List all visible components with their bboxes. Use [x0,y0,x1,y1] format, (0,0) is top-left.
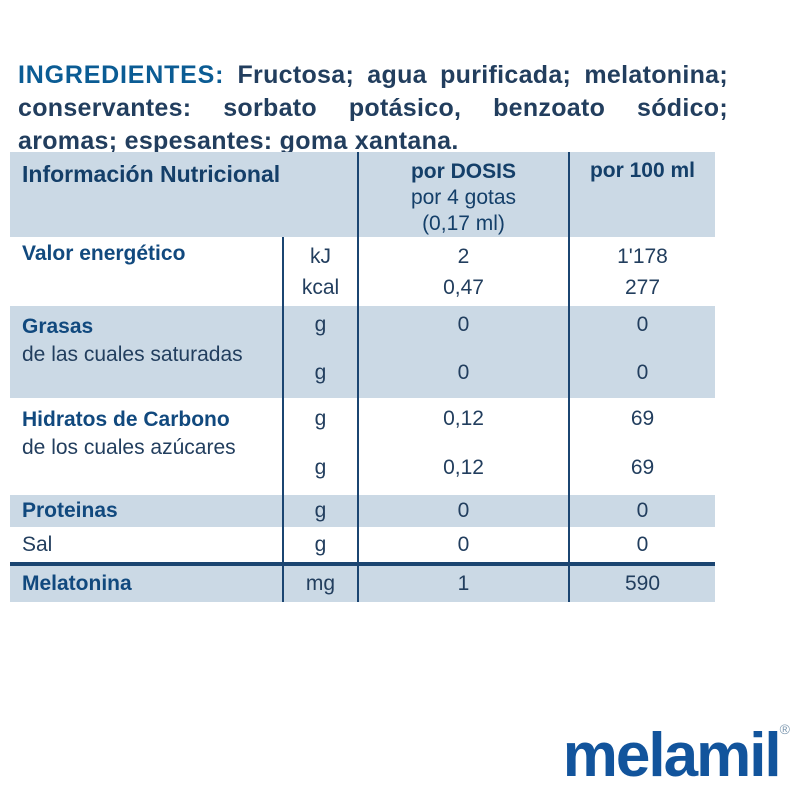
table-row-protein: Proteinas g 0 0 [10,495,715,527]
dose-value: 0,12 [443,407,484,430]
dose-cell: 0 [357,527,568,562]
unit-value: kcal [301,275,340,299]
dose-cell: 2 0,47 [357,237,568,306]
registered-mark: ® [779,721,790,737]
dose-value: 0,47 [443,275,484,299]
per100-value: 0 [636,313,649,336]
table-row-salt: Sal g 0 0 [10,527,715,562]
unit-cell: g g [282,398,357,495]
per100-value: 277 [624,275,661,299]
ingredients-text: Fructosa; agua purificada; melatonina; c… [18,61,728,155]
header-col-per100: por 100 ml [568,152,715,237]
row-sublabel: de los cuales azúcares [22,436,236,459]
row-label: Valor energético [22,242,186,265]
per100-cell: 1'178 277 [568,237,715,306]
per100-value: 69 [630,407,655,430]
unit-value: g [314,361,327,384]
row-label: Proteinas [22,499,118,522]
per100-value: 0 [636,361,649,384]
table-row-fat: Grasas de las cuales saturadas g g 0 0 0… [10,306,715,398]
header-dose-line1: por DOSIS [410,160,516,183]
row-label: Melatonina [22,572,132,595]
brand-logo-text: melamil [562,721,782,790]
unit-value: g [314,313,327,336]
row-label-cell: Grasas de las cuales saturadas [10,306,282,398]
table-header: Información Nutricional por DOSIS por 4 … [10,152,715,237]
dose-value: 0 [457,313,470,336]
per100-value: 590 [624,572,661,595]
per100-value: 0 [636,532,649,556]
unit-value: mg [305,572,336,595]
dose-cell: 1 [357,566,568,602]
dose-value: 2 [457,244,470,268]
header-dose-line2: por 4 gotas [410,186,517,209]
dose-cell: 0,12 0,12 [357,398,568,495]
dose-cell: 0 0 [357,306,568,398]
brand-logo: melamil® [563,694,790,791]
per100-value: 1'178 [617,244,668,268]
row-label-cell: Sal [10,527,282,562]
dose-value: 0 [457,532,470,556]
unit-value: kJ [310,244,331,268]
unit-cell: g [282,495,357,527]
row-sublabel: de las cuales saturadas [22,343,243,366]
unit-value: g [314,456,327,479]
unit-cell: g g [282,306,357,398]
header-col-info: Información Nutricional [22,161,281,187]
dose-value: 0 [457,361,470,384]
table-row-carbs: Hidratos de Carbono de los cuales azúcar… [10,398,715,495]
unit-value: g [314,499,327,522]
dose-cell: 0 [357,495,568,527]
row-label-cell: Valor energético [10,237,282,306]
row-label: Grasas [22,315,94,338]
per100-cell: 69 69 [568,398,715,495]
nutrition-table: Información Nutricional por DOSIS por 4 … [10,152,715,602]
unit-value: g [314,532,327,556]
table-row-melatonin: Melatonina mg 1 590 [10,566,715,602]
table-row-energy: Valor energético kJ kcal 2 0,47 1'178 27… [10,237,715,306]
dose-value: 0,12 [443,456,484,479]
row-label: Sal [22,532,53,556]
melatonin-divider-line [10,562,715,566]
per100-cell: 0 [568,495,715,527]
ingredients-paragraph: INGREDIENTES: Fructosa; agua purificada;… [18,59,728,158]
row-label-cell: Proteinas [10,495,282,527]
row-label-cell: Melatonina [10,566,282,602]
unit-cell: kJ kcal [282,237,357,306]
header-dose-line3: (0,17 ml) [422,212,505,235]
row-label: Hidratos de Carbono [22,408,230,431]
unit-value: g [314,407,327,430]
per100-value: 69 [630,456,655,479]
per100-cell: 0 [568,527,715,562]
header-col-dose: por DOSIS por 4 gotas (0,17 ml) [357,152,568,237]
per100-cell: 590 [568,566,715,602]
row-label-cell: Hidratos de Carbono de los cuales azúcar… [10,398,282,495]
unit-cell: g [282,527,357,562]
per100-value: 0 [636,499,649,522]
ingredients-heading: INGREDIENTES: [18,61,225,89]
dose-value: 0 [457,499,470,522]
dose-value: 1 [457,572,470,595]
unit-cell: mg [282,566,357,602]
per100-cell: 0 0 [568,306,715,398]
